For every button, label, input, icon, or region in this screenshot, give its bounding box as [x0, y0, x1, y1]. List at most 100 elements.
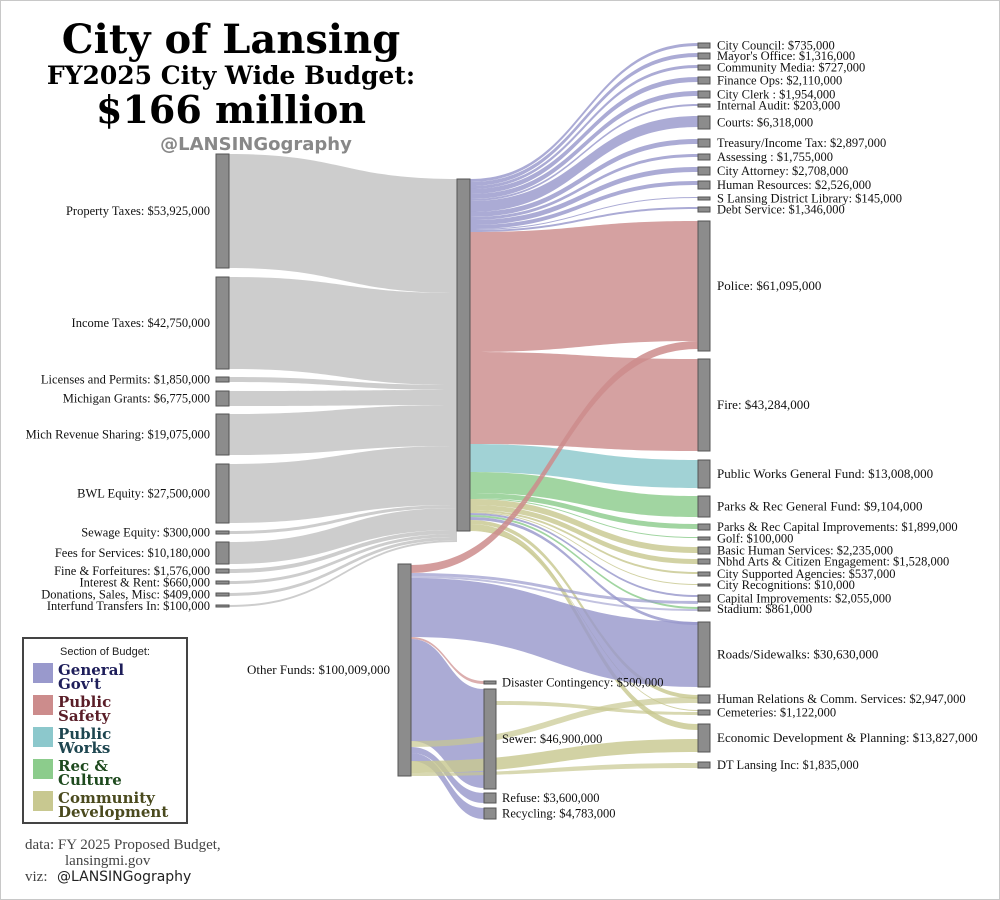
target-node-community-media: [697, 64, 711, 71]
flow-general-fire: [470, 352, 698, 451]
flow-general-debt-service: [470, 207, 698, 232]
target-node-public-works-general-fund: [697, 459, 711, 489]
target-label-dt-lansing-inc: DT Lansing Inc: $1,835,000: [717, 758, 859, 772]
source-node-donations-sales-misc: [215, 592, 230, 597]
source-label-mich-revenue-sharing: Mich Revenue Sharing: $19,075,000: [26, 428, 210, 442]
target-node-mayor-s-office: [697, 52, 711, 60]
flow-source-fine-forfeitures: [229, 530, 457, 573]
source-label-fees-for-services: Fees for Services: $10,180,000: [55, 546, 210, 560]
target-node-city-attorney: [697, 166, 711, 176]
source-node-interest-rent: [215, 580, 230, 585]
target-node-economic-development-planning: [697, 723, 711, 753]
target-node-city-supported-agencies: [697, 571, 711, 577]
legend-label-rec_culture-line1: Rec &: [58, 757, 108, 775]
flow-general-nbhd-arts-citizen-engagement: [470, 505, 698, 564]
target-label-nbhd-arts-citizen-engagement: Nbhd Arts & Citizen Engagement: $1,528,0…: [717, 555, 949, 569]
flow-general-internal-audit: [470, 104, 698, 201]
flow-general-mayor-s-office: [470, 53, 698, 186]
flow-other-police: [411, 341, 698, 573]
target-label-city-supported-agencies: City Supported Agencies: $537,000: [717, 567, 895, 581]
legend: Section of Budget: GeneralGov'tPublicSaf…: [22, 637, 188, 824]
target-label-human-resources: Human Resources: $2,526,000: [717, 178, 871, 192]
flow-source-sewage-equity: [229, 505, 457, 534]
target-label-s-lansing-district-library: S Lansing District Library: $145,000: [717, 192, 902, 206]
target-label-police: Police: $61,095,000: [717, 278, 821, 293]
target-node-courts: [697, 115, 711, 130]
target-node-assessing: [697, 153, 711, 161]
credit-viz-handle: @LANSINGography: [57, 869, 191, 885]
source-label-property-taxes: Property Taxes: $53,925,000: [66, 204, 210, 218]
sub-fund-node-disaster-contingency: [483, 680, 497, 685]
flow-other-disaster: [411, 637, 484, 684]
flow-general-community-media: [470, 65, 698, 189]
source-label-donations-sales-misc: Donations, Sales, Misc: $409,000: [41, 588, 210, 602]
source-label-licenses-and-permits: Licenses and Permits: $1,850,000: [41, 373, 210, 387]
target-node-police: [697, 220, 711, 352]
flow-source-licenses-and-permits: [229, 377, 457, 390]
target-label-economic-development-planning: Economic Development & Planning: $13,827…: [717, 730, 978, 745]
source-node-fine-forfeitures: [215, 568, 230, 574]
flow-other-capital: [411, 573, 698, 604]
source-node-property-taxes: [215, 153, 230, 269]
target-label-public-works-general-fund: Public Works General Fund: $13,008,000: [717, 466, 933, 481]
target-label-debt-service: Debt Service: $1,346,000: [717, 203, 845, 217]
title-line-2: FY2025 City Wide Budget:: [47, 61, 415, 90]
flow-general-city-supported-agencies: [470, 510, 698, 574]
target-label-city-attorney: City Attorney: $2,708,000: [717, 164, 848, 178]
legend-swatch-public_safety: [33, 695, 53, 715]
flow-general-stadium: [470, 515, 698, 609]
source-node-bwl-equity: [215, 463, 230, 524]
target-label-city-clerk: City Clerk : $1,954,000: [717, 88, 835, 102]
flow-general-basic-human-services: [470, 499, 698, 553]
source-node-licenses-and-permits: [215, 376, 230, 383]
source-label-interest-rent: Interest & Rent: $660,000: [79, 576, 210, 590]
flow-source-property-taxes: [229, 154, 457, 293]
legend-label-public_works-line2: Works: [57, 739, 110, 757]
target-label-parks-rec-general-fund: Parks & Rec General Fund: $9,104,000: [717, 499, 922, 514]
target-label-internal-audit: Internal Audit: $203,000: [717, 99, 840, 113]
sub-fund-label-refuse: Refuse: $3,600,000: [502, 791, 600, 805]
title-line-1: City of Lansing: [62, 16, 400, 63]
target-node-parks-rec-general-fund: [697, 495, 711, 518]
source-label-bwl-equity: BWL Equity: $27,500,000: [77, 487, 210, 501]
target-node-city-council: [697, 42, 711, 49]
source-label-fine-forfeitures: Fine & Forfeitures: $1,576,000: [54, 564, 210, 578]
credit-viz-prefix: viz:: [25, 869, 48, 885]
flow-general-parks-rec-capital-improvements: [470, 493, 698, 529]
flow-general-police: [470, 221, 698, 352]
labels-layer: Property Taxes: $53,925,000 Income Taxes:…: [26, 39, 978, 821]
legend-label-community_dev-line2: Development: [58, 803, 168, 821]
flow-general-city-attorney: [470, 167, 698, 225]
target-node-human-relations-comm-services: [697, 694, 711, 704]
flow-other-recycling: [411, 753, 484, 819]
title-handle: @LANSINGography: [160, 134, 352, 155]
target-node-fire: [697, 358, 711, 452]
flow-other-dt-lansing: [411, 763, 698, 776]
source-node-fees-for-services: [215, 541, 230, 565]
target-label-parks-rec-capital-improvements: Parks & Rec Capital Improvements: $1,899…: [717, 520, 958, 534]
target-node-golf: [697, 536, 711, 541]
flow-other-stadium: [411, 576, 698, 611]
sub-fund-node-recycling: [483, 807, 497, 820]
target-label-mayor-s-office: Mayor's Office: $1,316,000: [717, 49, 855, 63]
source-node-michigan-grants: [215, 390, 230, 407]
legend-swatch-general_govt: [33, 663, 53, 683]
flow-source-interest-rent: [229, 534, 457, 584]
target-node-internal-audit: [697, 103, 711, 108]
source-label-michigan-grants: Michigan Grants: $6,775,000: [63, 392, 210, 406]
target-node-city-recognitions: [697, 583, 711, 587]
target-node-cemeteries: [697, 709, 711, 716]
target-label-capital-improvements: Capital Improvements: $2,055,000: [717, 592, 891, 606]
flow-general-city-council: [470, 43, 698, 182]
target-node-finance-ops: [697, 76, 711, 85]
flow-general-treasury-income-tax: [470, 139, 698, 217]
target-node-city-clerk: [697, 90, 711, 99]
flow-general-s-lansing-district-library: [470, 197, 698, 230]
credit-data-line-2: lansingmi.gov: [65, 853, 151, 869]
target-label-human-relations-comm-services: Human Relations & Comm. Services: $2,947…: [717, 692, 966, 706]
flow-general-city-clerk: [470, 91, 698, 199]
target-label-stadium: Stadium: $861,000: [717, 602, 812, 616]
target-label-golf: Golf: $100,000: [717, 532, 793, 546]
